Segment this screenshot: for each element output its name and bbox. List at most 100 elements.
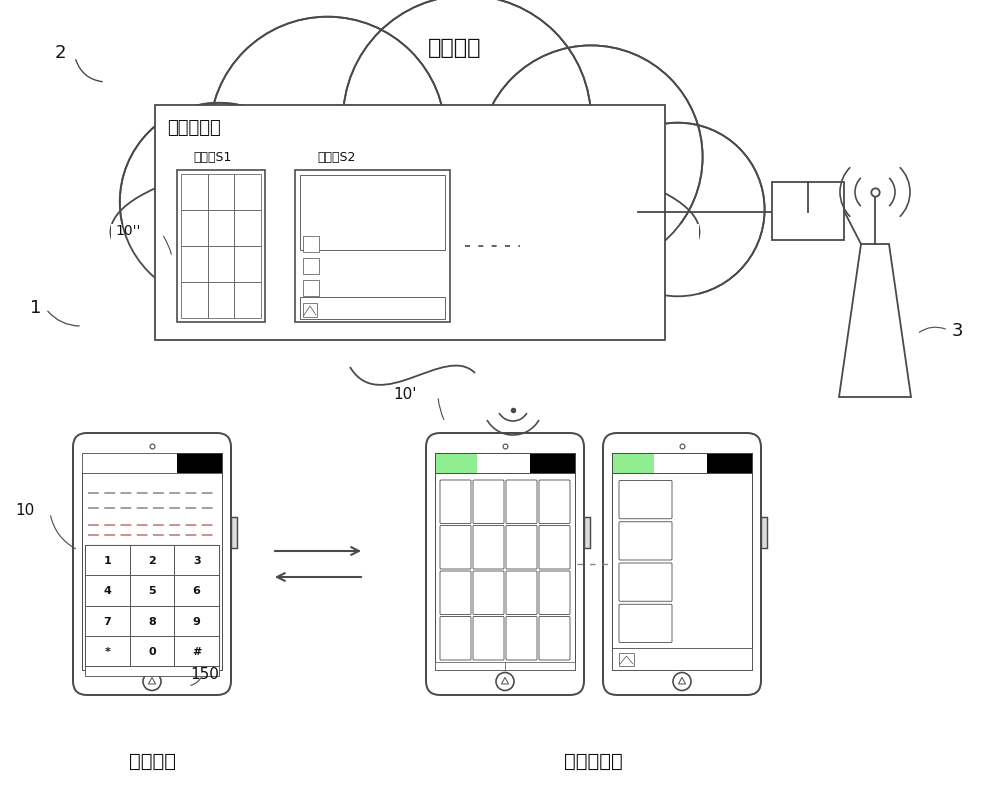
Bar — [82, 453, 222, 473]
Bar — [612, 453, 752, 473]
Text: 5: 5 — [148, 585, 156, 596]
Bar — [300, 298, 445, 320]
Bar — [303, 237, 319, 253]
FancyBboxPatch shape — [473, 617, 504, 660]
Bar — [435, 453, 575, 473]
Bar — [208, 175, 234, 211]
Bar — [435, 453, 575, 670]
Bar — [208, 211, 234, 247]
Bar — [82, 453, 222, 670]
Bar — [181, 282, 208, 318]
Text: 云计算模式: 云计算模式 — [564, 751, 623, 770]
Text: 云系统S2: 云系统S2 — [317, 152, 355, 164]
FancyBboxPatch shape — [506, 526, 537, 569]
Bar — [130, 576, 174, 606]
Text: 3: 3 — [952, 322, 964, 339]
Text: 云服务器: 云服务器 — [428, 38, 482, 58]
Text: *: * — [104, 646, 110, 656]
Bar — [761, 517, 767, 549]
Text: 10: 10 — [15, 503, 34, 518]
Bar — [772, 183, 844, 241]
FancyBboxPatch shape — [473, 480, 504, 524]
Ellipse shape — [110, 150, 700, 315]
Bar — [612, 453, 752, 473]
FancyBboxPatch shape — [539, 480, 570, 524]
Bar — [110, 188, 699, 315]
Bar — [85, 545, 130, 576]
Bar — [177, 453, 222, 473]
FancyBboxPatch shape — [619, 522, 672, 561]
Bar — [435, 453, 477, 473]
Text: 7: 7 — [103, 616, 111, 626]
Bar — [174, 545, 219, 576]
Bar — [303, 281, 319, 297]
Bar — [234, 247, 261, 282]
Bar — [234, 175, 261, 211]
Bar — [85, 666, 219, 676]
Bar — [174, 606, 219, 636]
Bar — [612, 453, 752, 473]
Bar — [208, 247, 234, 282]
Bar — [208, 282, 234, 318]
Bar — [303, 259, 319, 274]
Bar — [612, 453, 654, 473]
Circle shape — [479, 47, 703, 269]
FancyBboxPatch shape — [619, 563, 672, 602]
Bar — [435, 453, 575, 473]
FancyBboxPatch shape — [619, 605, 672, 642]
Bar — [181, 175, 208, 211]
Bar — [612, 648, 752, 670]
Bar — [181, 247, 208, 282]
Bar — [110, 225, 699, 315]
Bar — [234, 211, 261, 247]
FancyBboxPatch shape — [440, 526, 471, 569]
Text: 云端系统组: 云端系统组 — [167, 119, 221, 137]
Circle shape — [210, 18, 445, 253]
Text: 10': 10' — [393, 387, 416, 402]
Bar — [181, 211, 208, 247]
Bar — [530, 453, 575, 473]
Text: 6: 6 — [193, 585, 201, 596]
Circle shape — [343, 0, 591, 244]
FancyBboxPatch shape — [539, 617, 570, 660]
FancyBboxPatch shape — [440, 617, 471, 660]
Bar — [435, 662, 575, 670]
Text: 3: 3 — [193, 556, 200, 565]
FancyBboxPatch shape — [506, 617, 537, 660]
Bar — [82, 453, 222, 473]
Bar — [130, 636, 174, 666]
Bar — [130, 545, 174, 576]
Bar — [295, 171, 450, 322]
Text: 150: 150 — [190, 666, 219, 682]
Bar — [174, 576, 219, 606]
Bar — [234, 282, 261, 318]
Text: 10'': 10'' — [115, 224, 140, 237]
Bar — [85, 636, 130, 666]
Bar — [231, 517, 237, 549]
Text: 8: 8 — [148, 616, 156, 626]
FancyBboxPatch shape — [506, 571, 537, 615]
Bar — [435, 453, 575, 473]
FancyBboxPatch shape — [440, 571, 471, 615]
FancyBboxPatch shape — [506, 480, 537, 524]
Bar — [584, 517, 590, 549]
Bar — [130, 606, 174, 636]
Bar — [85, 606, 130, 636]
Bar — [155, 106, 665, 341]
Bar — [174, 636, 219, 666]
Bar — [85, 576, 130, 606]
Bar — [612, 453, 752, 670]
Text: 0: 0 — [148, 646, 156, 656]
Circle shape — [120, 103, 318, 302]
Bar — [303, 304, 317, 318]
Text: 基础模式: 基础模式 — [128, 751, 176, 770]
FancyBboxPatch shape — [539, 571, 570, 615]
Text: 云系统S1: 云系统S1 — [193, 152, 231, 164]
Text: 9: 9 — [193, 616, 201, 626]
FancyBboxPatch shape — [426, 433, 584, 695]
FancyBboxPatch shape — [473, 526, 504, 569]
FancyBboxPatch shape — [473, 571, 504, 615]
Text: #: # — [192, 646, 201, 656]
Bar — [707, 453, 752, 473]
FancyBboxPatch shape — [619, 481, 672, 519]
